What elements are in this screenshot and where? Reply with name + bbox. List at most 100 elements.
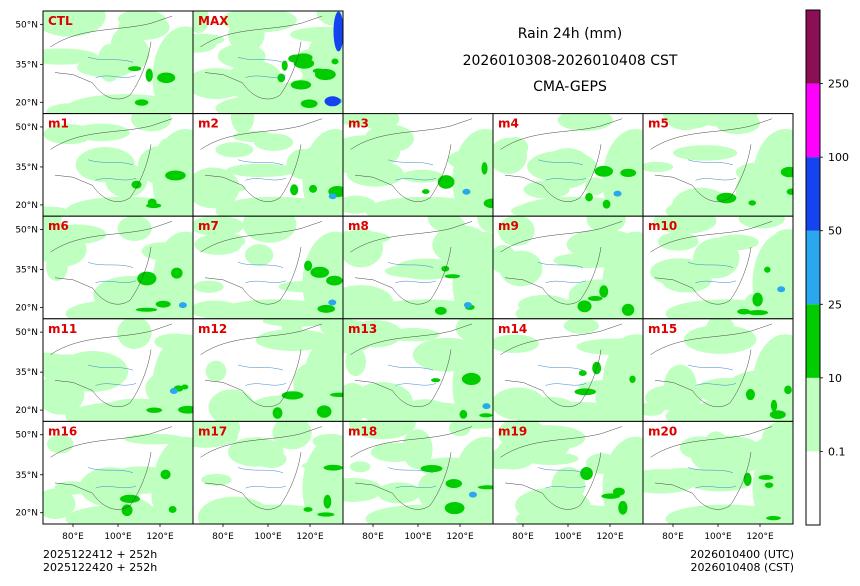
panel-label: m6 — [48, 219, 69, 233]
lat-tick-label: 35°N — [15, 368, 38, 378]
lon-tick-label: 120°E — [746, 532, 774, 542]
panel-MAX — [193, 11, 343, 114]
coastline — [204, 144, 302, 202]
lat-tick-label: 50°N — [15, 123, 38, 133]
moderate-rain-area — [171, 267, 183, 279]
light-rain-area — [262, 318, 333, 327]
river — [95, 485, 137, 489]
rain-band-south — [215, 299, 336, 319]
moderate-rain-area — [737, 308, 751, 315]
river — [395, 383, 437, 386]
rain-band-south — [215, 196, 336, 217]
coastline — [504, 246, 602, 305]
lon-tick-label: 80°E — [662, 532, 684, 542]
moderate-rain-area — [441, 265, 450, 272]
lat-tick-label: 50°N — [15, 328, 38, 338]
moderate-rain-area — [587, 296, 603, 302]
country-border — [350, 221, 473, 253]
light-rain-area — [193, 280, 224, 293]
river — [537, 159, 584, 166]
light-rain-area — [105, 163, 148, 198]
rain-band-east — [152, 26, 193, 114]
moderate-rain-area — [599, 285, 609, 298]
country-border — [500, 426, 623, 458]
moderate-rain-area — [155, 300, 171, 308]
rain-band-south — [515, 401, 636, 422]
heavy-rain-area — [482, 403, 491, 410]
coastline — [354, 246, 452, 305]
moderate-rain-area — [134, 99, 149, 106]
coastline — [504, 144, 602, 202]
coastline — [204, 41, 302, 100]
panel-label: m3 — [348, 117, 369, 131]
river — [395, 178, 437, 181]
moderate-rain-area — [137, 271, 157, 286]
rain-band-east — [302, 436, 343, 524]
moderate-rain-area — [277, 73, 286, 83]
lon-tick-label: 80°E — [62, 532, 84, 542]
light-rain-area — [193, 11, 210, 33]
lon-tick-label: 120°E — [596, 532, 624, 542]
light-rain-area — [193, 67, 246, 100]
river — [545, 178, 587, 181]
country-border — [50, 221, 173, 253]
lon-tick-label: 100°E — [554, 532, 582, 542]
panel-m20 — [643, 421, 793, 524]
moderate-rain-area — [620, 168, 637, 178]
lon-tick-label: 80°E — [512, 532, 534, 542]
light-rain-area — [253, 133, 294, 151]
moderate-rain-area — [119, 494, 140, 503]
country-border — [200, 118, 323, 150]
country-border — [500, 323, 623, 355]
coastline — [354, 452, 452, 510]
light-rain-area — [343, 228, 384, 268]
panel-label: m14 — [498, 322, 527, 336]
river — [387, 262, 434, 268]
river — [687, 159, 734, 166]
rain-band-east — [602, 334, 643, 422]
moderate-rain-area — [326, 275, 343, 286]
coastline — [504, 349, 602, 407]
moderate-rain-area — [618, 500, 628, 515]
country-border — [50, 426, 173, 458]
moderate-rain-area — [786, 188, 793, 195]
moderate-rain-area — [594, 165, 614, 177]
river — [695, 280, 737, 284]
river — [237, 159, 284, 166]
country-border — [350, 426, 473, 458]
moderate-rain-area — [764, 482, 774, 488]
light-rain-area — [201, 473, 232, 486]
moderate-rain-area — [309, 184, 318, 193]
rain-band-south — [515, 299, 636, 319]
country-border — [200, 15, 323, 48]
panel-m18 — [343, 421, 493, 524]
coastline — [54, 246, 152, 305]
panel-m19 — [493, 421, 643, 524]
light-rain-area — [650, 258, 709, 286]
coastline — [54, 41, 152, 100]
moderate-rain-area — [310, 266, 330, 278]
light-rain-area — [523, 180, 570, 199]
light-rain-area — [643, 469, 698, 494]
colorbar-segment — [806, 157, 820, 231]
colorbar-segment — [806, 230, 820, 305]
panel-m15 — [643, 318, 793, 422]
moderate-rain-area — [437, 175, 455, 189]
river — [537, 364, 584, 371]
rain-band-east — [602, 231, 643, 319]
moderate-rain-area — [483, 198, 493, 209]
moderate-rain-area — [766, 516, 781, 521]
lat-tick-label: 50°N — [15, 431, 38, 441]
rain-band-south — [665, 504, 786, 524]
river — [87, 159, 134, 166]
panel-m7 — [193, 216, 343, 319]
light-rain-area — [563, 318, 599, 334]
light-rain-area — [715, 113, 761, 135]
light-rain-area — [43, 11, 106, 37]
country-border — [350, 118, 473, 150]
moderate-rain-area — [145, 68, 153, 82]
river — [695, 485, 737, 489]
light-rain-area — [643, 161, 674, 172]
moderate-rain-area — [577, 300, 592, 313]
lat-tick-label: 20°N — [15, 509, 38, 519]
